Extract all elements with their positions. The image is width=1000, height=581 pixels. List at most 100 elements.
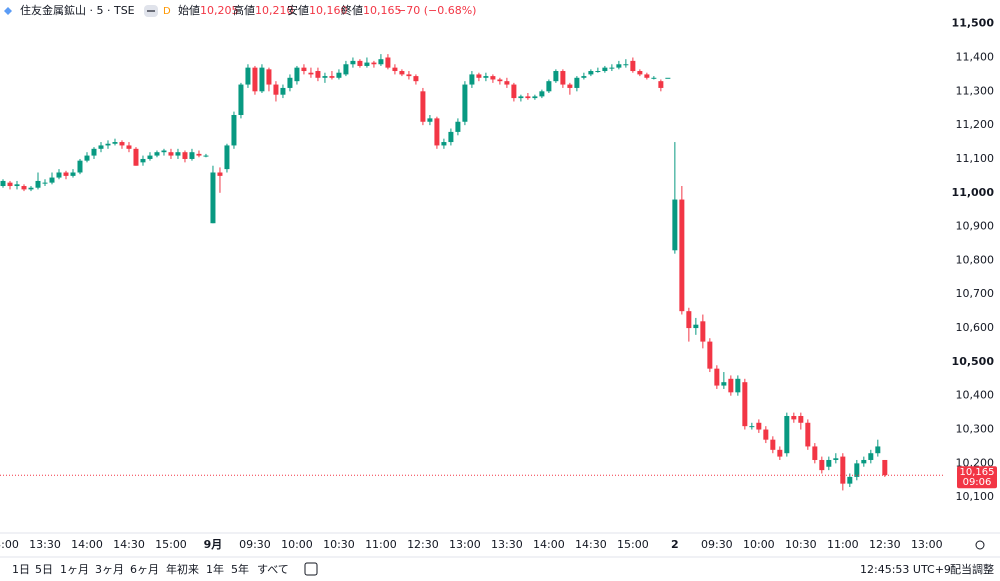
low-value: 10,160 xyxy=(309,4,348,17)
candle-body xyxy=(595,71,601,73)
x-tick-label: 10:00 xyxy=(281,538,313,551)
candle-body xyxy=(441,142,447,146)
candle-body xyxy=(728,378,734,393)
y-tick-label: 10,800 xyxy=(956,253,995,266)
x-tick-label: 10:00 xyxy=(743,538,775,551)
x-tick-label: 14:00 xyxy=(533,538,565,551)
y-tick-label: 10,900 xyxy=(956,220,995,233)
candle-body xyxy=(840,456,846,484)
candle-body xyxy=(560,71,566,85)
interval-badge: D xyxy=(163,6,171,17)
candle-body xyxy=(49,177,55,183)
date-range-icon[interactable] xyxy=(304,562,318,576)
x-tick-label: 14:30 xyxy=(575,538,607,551)
candle-body xyxy=(231,114,237,146)
candle-body xyxy=(532,96,538,99)
y-tick-label: 11,000 xyxy=(952,186,995,199)
candle-body xyxy=(483,76,489,78)
candle-body xyxy=(427,118,433,122)
candle-body xyxy=(763,429,769,440)
y-tick-label: 10,400 xyxy=(956,389,995,402)
candle-body xyxy=(644,74,650,78)
candle-body xyxy=(777,449,783,457)
candle-body xyxy=(707,341,713,369)
candle-body xyxy=(350,60,356,65)
candle-body xyxy=(637,71,643,75)
candle-body xyxy=(210,172,216,224)
y-tick-label: 11,200 xyxy=(956,118,995,131)
candle-body xyxy=(238,84,244,115)
candle-body xyxy=(161,150,167,153)
candle-body xyxy=(399,71,405,75)
candle-body xyxy=(168,152,174,156)
y-tick-label: 10,300 xyxy=(956,423,995,436)
candle-body xyxy=(630,60,636,72)
candle-body xyxy=(567,84,573,88)
candle-body xyxy=(308,72,314,75)
candle-body xyxy=(140,158,146,163)
y-tick-label: 11,300 xyxy=(956,84,995,97)
candle-body xyxy=(539,91,545,97)
candle-body xyxy=(112,142,118,144)
candle-body xyxy=(546,81,552,92)
candle-body xyxy=(343,64,349,75)
x-tick-label: 13:00 xyxy=(0,538,19,551)
candle-body xyxy=(84,155,90,161)
range-button[interactable]: 1ヶ月 xyxy=(60,563,89,576)
range-button[interactable]: 3ヶ月 xyxy=(95,563,124,576)
candle-body xyxy=(819,459,825,471)
candle-body xyxy=(196,153,202,156)
candle-body xyxy=(413,76,419,82)
candle-body xyxy=(616,64,622,68)
x-tick-label: 2 xyxy=(671,538,679,551)
candle-body xyxy=(448,131,454,143)
range-button[interactable]: 1日 xyxy=(12,563,30,576)
candle-body xyxy=(175,152,181,156)
candle-body xyxy=(826,459,832,467)
candle-body xyxy=(714,368,720,386)
candle-body xyxy=(0,180,6,187)
candle-body xyxy=(735,378,741,393)
candle-body xyxy=(203,155,209,157)
range-button[interactable]: 5年 xyxy=(231,562,249,576)
candle-body xyxy=(259,67,265,92)
last-price-label: 10,165 xyxy=(960,467,995,478)
candle-body xyxy=(42,182,48,184)
toggle-bar xyxy=(147,10,155,12)
y-tick-label: 11,400 xyxy=(956,50,995,63)
range-button[interactable]: 年初来 xyxy=(166,562,199,576)
candle-body xyxy=(371,62,377,65)
candle-body xyxy=(322,76,328,78)
range-button[interactable]: 1年 xyxy=(206,562,224,576)
adjust-button[interactable]: 配当調整 xyxy=(950,562,994,576)
candle-body xyxy=(511,84,517,99)
y-tick-label: 10,500 xyxy=(952,355,995,368)
x-tick-label: 13:00 xyxy=(911,538,943,551)
candle-body xyxy=(854,463,860,477)
candle-body xyxy=(315,71,321,78)
x-tick-label: 12:30 xyxy=(869,538,901,551)
close-value: 10,165 xyxy=(363,4,402,17)
candle-body xyxy=(791,416,797,420)
x-tick-label: 14:00 xyxy=(71,538,103,551)
candle-body xyxy=(329,76,335,78)
x-tick-label: 10:30 xyxy=(785,538,817,551)
x-tick-label: 15:00 xyxy=(617,538,649,551)
candle-body xyxy=(700,321,706,342)
last-price-tag xyxy=(957,466,997,489)
candle-body xyxy=(770,439,776,450)
range-button[interactable]: すべて xyxy=(257,563,289,576)
symbol-title[interactable]: 住友金属鉱山 · 5 · TSE xyxy=(20,3,135,17)
range-button[interactable]: 6ヶ月 xyxy=(130,563,159,576)
candle-body xyxy=(651,77,657,79)
candle-body xyxy=(14,184,20,187)
candle-body xyxy=(476,74,482,78)
candle-body xyxy=(882,459,888,476)
settings-icon[interactable] xyxy=(975,540,985,550)
candle-body xyxy=(224,145,230,170)
candle-body xyxy=(378,59,384,65)
x-tick-label: 09:30 xyxy=(701,538,733,551)
range-button[interactable]: 5日 xyxy=(35,563,53,576)
candle-body xyxy=(742,382,748,427)
